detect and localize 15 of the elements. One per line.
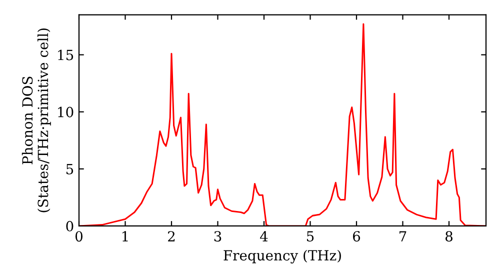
- x-tick-label: 0: [75, 231, 82, 242]
- x-tick-label: 3: [214, 231, 222, 242]
- y-axis-title: Phonon DOS (States/THz·primitive cell): [22, 28, 51, 212]
- x-tick-label: 4: [260, 231, 268, 242]
- y-tick-label: 10: [58, 106, 74, 118]
- y-tick-label: 5: [66, 164, 74, 174]
- x-tick-label: 8: [446, 231, 452, 242]
- y-tick-label: 15: [58, 50, 74, 60]
- x-tick-label: 1: [122, 231, 128, 242]
- x-tick-label: 7: [400, 231, 406, 242]
- x-tick-label: 6: [353, 231, 360, 242]
- y-tick-label: 0: [66, 220, 74, 232]
- x-tick-label: 5: [307, 231, 314, 242]
- x-tick-label: 2: [168, 231, 175, 242]
- x-axis-title: Frequency (THz): [224, 250, 341, 264]
